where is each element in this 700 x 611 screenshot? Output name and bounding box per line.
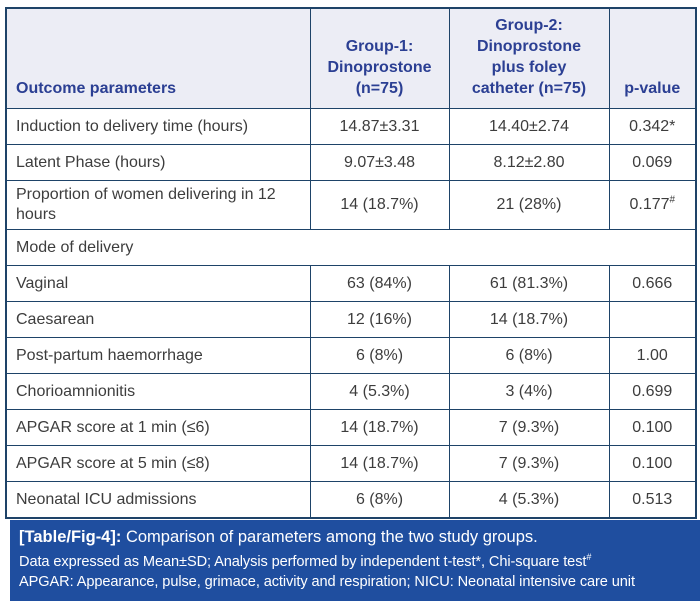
column-header-group2: Group-2: Dinoprostone plus foley cathete… — [448, 7, 610, 110]
table-row: Vaginal 63 (84%) 61 (81.3%) 0.666 — [5, 265, 697, 303]
group2-value-cell: 3 (4%) — [448, 373, 610, 411]
group1-value-cell: 14 (18.7%) — [309, 409, 450, 447]
figure-caption-text: Comparison of parameters among the two s… — [125, 527, 538, 546]
table-body: Induction to delivery time (hours) 14.87±… — [5, 108, 697, 519]
group1-value-cell: 14 (18.7%) — [309, 445, 450, 483]
section-row: Mode of delivery — [5, 229, 697, 267]
pvalue-cell — [608, 301, 697, 339]
parameter-cell: Proportion of women delivering in 12 hou… — [5, 180, 311, 231]
pvalue-cell: 0.699 — [608, 373, 697, 411]
group2-value-cell: 4 (5.3%) — [448, 481, 610, 519]
parameter-cell: Vaginal — [5, 265, 311, 303]
section-label: Mode of delivery — [5, 229, 697, 267]
group1-value-cell: 14.87±3.31 — [309, 108, 450, 146]
group2-value-cell: 61 (81.3%) — [448, 265, 610, 303]
group1-value-cell: 9.07±3.48 — [309, 144, 450, 182]
parameter-cell: Induction to delivery time (hours) — [5, 108, 311, 146]
parameter-cell: Neonatal ICU admissions — [5, 481, 311, 519]
parameter-cell: Caesarean — [5, 301, 311, 339]
figure-caption-label: [Table/Fig-4]: — [19, 527, 122, 546]
parameter-cell: APGAR score at 5 min (≤8) — [5, 445, 311, 483]
pvalue-cell: 0.100 — [608, 409, 697, 447]
table-row: Chorioamnionitis 4 (5.3%) 3 (4%) 0.699 — [5, 373, 697, 411]
column-header-group1: Group-1: Dinoprostone (n=75) — [309, 7, 450, 110]
group2-value-cell: 21 (28%) — [448, 180, 610, 231]
group2-value-cell: 14 (18.7%) — [448, 301, 610, 339]
table-row: APGAR score at 5 min (≤8) 14 (18.7%) 7 (9.… — [5, 445, 697, 483]
group2-value-cell: 7 (9.3%) — [448, 445, 610, 483]
pvalue-cell: 0.513 — [608, 481, 697, 519]
footnotes: Data expressed as Mean±SD; Analysis perf… — [19, 552, 691, 593]
group1-value-cell: 6 (8%) — [309, 481, 450, 519]
footnote-line: Data expressed as Mean±SD; Analysis perf… — [19, 551, 592, 570]
table-row: Caesarean 12 (16%) 14 (18.7%) — [5, 301, 697, 339]
pvalue-cell: 0.177# — [608, 180, 697, 231]
table-row: Induction to delivery time (hours) 14.87±… — [5, 108, 697, 146]
column-header-p-value: p-value — [608, 7, 697, 110]
group1-value-cell: 14 (18.7%) — [309, 180, 450, 231]
pvalue-cell: 0.100 — [608, 445, 697, 483]
column-header-outcome-parameters: Outcome parameters — [5, 7, 311, 110]
pvalue-cell: 0.666 — [608, 265, 697, 303]
group2-value-cell: 8.12±2.80 — [448, 144, 610, 182]
group2-value-cell: 7 (9.3%) — [448, 409, 610, 447]
header-row: Outcome parameters Group-1: Dinoprostone… — [5, 7, 697, 110]
group1-value-cell: 4 (5.3%) — [309, 373, 450, 411]
pvalue-cell: 1.00 — [608, 337, 697, 375]
group1-value-cell: 12 (16%) — [309, 301, 450, 339]
group1-value-cell: 63 (84%) — [309, 265, 450, 303]
parameter-cell: Post-partum haemorrhage — [5, 337, 311, 375]
caption-band: [Table/Fig-4]: Comparison of parameters … — [10, 519, 700, 601]
table-row: APGAR score at 1 min (≤6) 14 (18.7%) 7 (9.… — [5, 409, 697, 447]
figure-caption: [Table/Fig-4]: Comparison of parameters … — [19, 527, 691, 548]
group2-value-cell: 14.40±2.74 — [448, 108, 610, 146]
pvalue-cell: 0.342* — [608, 108, 697, 146]
footnote-line: APGAR: Appearance, pulse, grimace, activ… — [19, 574, 635, 591]
group2-value-cell: 6 (8%) — [448, 337, 610, 375]
table-row: Neonatal ICU admissions 6 (8%) 4 (5.3%) 0.5… — [5, 481, 697, 519]
parameter-cell: Latent Phase (hours) — [5, 144, 311, 182]
parameter-cell: Chorioamnionitis — [5, 373, 311, 411]
table-row: Post-partum haemorrhage 6 (8%) 6 (8%) 1.00 — [5, 337, 697, 375]
pvalue-cell: 0.069 — [608, 144, 697, 182]
parameter-cell: APGAR score at 1 min (≤6) — [5, 409, 311, 447]
group1-value-cell: 6 (8%) — [309, 337, 450, 375]
table-header: Outcome parameters Group-1: Dinoprostone… — [5, 7, 697, 110]
table-row: Proportion of women delivering in 12 hou… — [5, 180, 697, 231]
comparison-table: Outcome parameters Group-1: Dinoprostone… — [5, 7, 697, 519]
table-row: Latent Phase (hours) 9.07±3.48 8.12±2.80 0.… — [5, 144, 697, 182]
